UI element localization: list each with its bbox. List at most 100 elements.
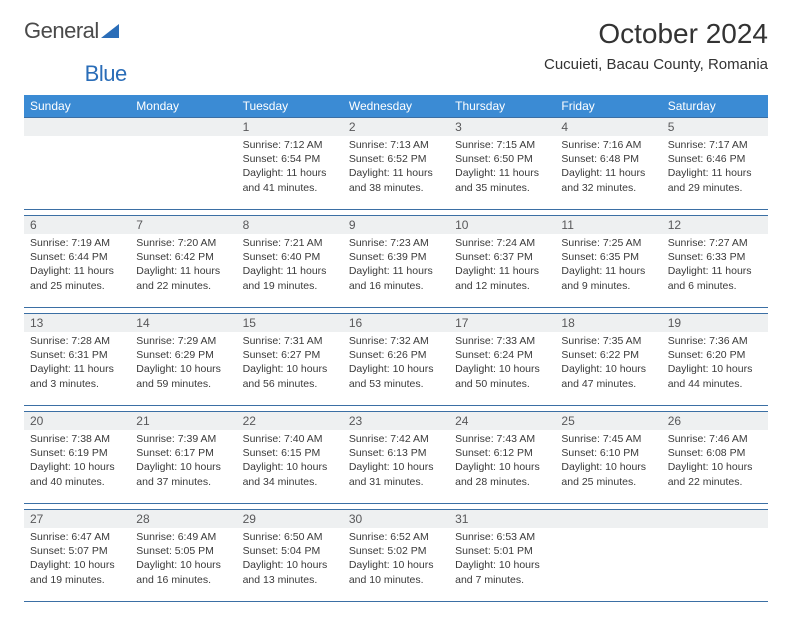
sunrise-text: Sunrise: 6:53 AM bbox=[455, 530, 549, 544]
brand-part2: Blue bbox=[85, 61, 127, 87]
sunrise-text: Sunrise: 7:28 AM bbox=[30, 334, 124, 348]
daylight-text: Daylight: 11 hours and 29 minutes. bbox=[668, 166, 762, 194]
daylight-text: Daylight: 10 hours and 25 minutes. bbox=[561, 460, 655, 488]
daylight-text: Daylight: 10 hours and 31 minutes. bbox=[349, 460, 443, 488]
day-details: Sunrise: 7:39 AMSunset: 6:17 PMDaylight:… bbox=[130, 430, 236, 491]
sunrise-text: Sunrise: 7:45 AM bbox=[561, 432, 655, 446]
brand-logo: General bbox=[24, 18, 119, 44]
day-details: Sunrise: 7:35 AMSunset: 6:22 PMDaylight:… bbox=[555, 332, 661, 393]
day-details: Sunrise: 7:25 AMSunset: 6:35 PMDaylight:… bbox=[555, 234, 661, 295]
daylight-text: Daylight: 11 hours and 32 minutes. bbox=[561, 166, 655, 194]
day-cell: 2Sunrise: 7:13 AMSunset: 6:52 PMDaylight… bbox=[343, 118, 449, 210]
sunset-text: Sunset: 6:12 PM bbox=[455, 446, 549, 460]
day-number: 24 bbox=[449, 412, 555, 430]
sunset-text: Sunset: 6:22 PM bbox=[561, 348, 655, 362]
day-number: 9 bbox=[343, 216, 449, 234]
day-number: 2 bbox=[343, 118, 449, 136]
week-row: 6Sunrise: 7:19 AMSunset: 6:44 PMDaylight… bbox=[24, 216, 768, 308]
day-number: 31 bbox=[449, 510, 555, 528]
sunset-text: Sunset: 6:17 PM bbox=[136, 446, 230, 460]
daylight-text: Daylight: 11 hours and 25 minutes. bbox=[30, 264, 124, 292]
title-block: October 2024 Cucuieti, Bacau County, Rom… bbox=[544, 18, 768, 73]
day-cell: 16Sunrise: 7:32 AMSunset: 6:26 PMDayligh… bbox=[343, 314, 449, 406]
sunrise-text: Sunrise: 6:50 AM bbox=[243, 530, 337, 544]
sunrise-text: Sunrise: 7:29 AM bbox=[136, 334, 230, 348]
daylight-text: Daylight: 11 hours and 19 minutes. bbox=[243, 264, 337, 292]
day-number bbox=[662, 510, 768, 528]
sunrise-text: Sunrise: 6:52 AM bbox=[349, 530, 443, 544]
day-cell: 20Sunrise: 7:38 AMSunset: 6:19 PMDayligh… bbox=[24, 412, 130, 504]
day-number: 28 bbox=[130, 510, 236, 528]
sunset-text: Sunset: 6:42 PM bbox=[136, 250, 230, 264]
day-number: 27 bbox=[24, 510, 130, 528]
daylight-text: Daylight: 11 hours and 38 minutes. bbox=[349, 166, 443, 194]
daylight-text: Daylight: 10 hours and 7 minutes. bbox=[455, 558, 549, 586]
daylight-text: Daylight: 10 hours and 44 minutes. bbox=[668, 362, 762, 390]
day-details: Sunrise: 7:40 AMSunset: 6:15 PMDaylight:… bbox=[237, 430, 343, 491]
day-number: 18 bbox=[555, 314, 661, 332]
day-number bbox=[130, 118, 236, 136]
day-cell: 9Sunrise: 7:23 AMSunset: 6:39 PMDaylight… bbox=[343, 216, 449, 308]
day-cell: 8Sunrise: 7:21 AMSunset: 6:40 PMDaylight… bbox=[237, 216, 343, 308]
day-number: 3 bbox=[449, 118, 555, 136]
daylight-text: Daylight: 10 hours and 10 minutes. bbox=[349, 558, 443, 586]
sunrise-text: Sunrise: 6:49 AM bbox=[136, 530, 230, 544]
sunset-text: Sunset: 6:15 PM bbox=[243, 446, 337, 460]
day-number: 16 bbox=[343, 314, 449, 332]
day-cell bbox=[555, 510, 661, 602]
daylight-text: Daylight: 10 hours and 47 minutes. bbox=[561, 362, 655, 390]
day-cell: 11Sunrise: 7:25 AMSunset: 6:35 PMDayligh… bbox=[555, 216, 661, 308]
day-details: Sunrise: 7:31 AMSunset: 6:27 PMDaylight:… bbox=[237, 332, 343, 393]
sunset-text: Sunset: 6:26 PM bbox=[349, 348, 443, 362]
sunset-text: Sunset: 6:20 PM bbox=[668, 348, 762, 362]
day-number: 7 bbox=[130, 216, 236, 234]
sunrise-text: Sunrise: 7:32 AM bbox=[349, 334, 443, 348]
day-details: Sunrise: 7:42 AMSunset: 6:13 PMDaylight:… bbox=[343, 430, 449, 491]
location-text: Cucuieti, Bacau County, Romania bbox=[544, 56, 768, 73]
sunset-text: Sunset: 6:19 PM bbox=[30, 446, 124, 460]
sunset-text: Sunset: 6:24 PM bbox=[455, 348, 549, 362]
daylight-text: Daylight: 10 hours and 40 minutes. bbox=[30, 460, 124, 488]
sunrise-text: Sunrise: 6:47 AM bbox=[30, 530, 124, 544]
day-cell: 4Sunrise: 7:16 AMSunset: 6:48 PMDaylight… bbox=[555, 118, 661, 210]
day-cell: 17Sunrise: 7:33 AMSunset: 6:24 PMDayligh… bbox=[449, 314, 555, 406]
day-cell bbox=[130, 118, 236, 210]
day-cell: 3Sunrise: 7:15 AMSunset: 6:50 PMDaylight… bbox=[449, 118, 555, 210]
day-cell: 30Sunrise: 6:52 AMSunset: 5:02 PMDayligh… bbox=[343, 510, 449, 602]
daylight-text: Daylight: 10 hours and 37 minutes. bbox=[136, 460, 230, 488]
day-cell: 18Sunrise: 7:35 AMSunset: 6:22 PMDayligh… bbox=[555, 314, 661, 406]
sunrise-text: Sunrise: 7:15 AM bbox=[455, 138, 549, 152]
day-cell: 14Sunrise: 7:29 AMSunset: 6:29 PMDayligh… bbox=[130, 314, 236, 406]
day-details: Sunrise: 7:20 AMSunset: 6:42 PMDaylight:… bbox=[130, 234, 236, 295]
day-number: 13 bbox=[24, 314, 130, 332]
col-thursday: Thursday bbox=[449, 95, 555, 118]
day-cell: 24Sunrise: 7:43 AMSunset: 6:12 PMDayligh… bbox=[449, 412, 555, 504]
brand-part1: General bbox=[24, 18, 99, 44]
col-tuesday: Tuesday bbox=[237, 95, 343, 118]
sunrise-text: Sunrise: 7:24 AM bbox=[455, 236, 549, 250]
sunset-text: Sunset: 6:08 PM bbox=[668, 446, 762, 460]
col-sunday: Sunday bbox=[24, 95, 130, 118]
daylight-text: Daylight: 11 hours and 9 minutes. bbox=[561, 264, 655, 292]
day-details: Sunrise: 7:29 AMSunset: 6:29 PMDaylight:… bbox=[130, 332, 236, 393]
day-details: Sunrise: 7:13 AMSunset: 6:52 PMDaylight:… bbox=[343, 136, 449, 197]
day-details: Sunrise: 7:46 AMSunset: 6:08 PMDaylight:… bbox=[662, 430, 768, 491]
col-friday: Friday bbox=[555, 95, 661, 118]
sunrise-text: Sunrise: 7:12 AM bbox=[243, 138, 337, 152]
day-number: 19 bbox=[662, 314, 768, 332]
sunset-text: Sunset: 6:48 PM bbox=[561, 152, 655, 166]
day-cell: 15Sunrise: 7:31 AMSunset: 6:27 PMDayligh… bbox=[237, 314, 343, 406]
day-details: Sunrise: 7:12 AMSunset: 6:54 PMDaylight:… bbox=[237, 136, 343, 197]
day-cell: 6Sunrise: 7:19 AMSunset: 6:44 PMDaylight… bbox=[24, 216, 130, 308]
calendar-table: Sunday Monday Tuesday Wednesday Thursday… bbox=[24, 95, 768, 602]
page: General October 2024 Cucuieti, Bacau Cou… bbox=[0, 0, 792, 620]
daylight-text: Daylight: 10 hours and 59 minutes. bbox=[136, 362, 230, 390]
sunrise-text: Sunrise: 7:25 AM bbox=[561, 236, 655, 250]
day-cell: 31Sunrise: 6:53 AMSunset: 5:01 PMDayligh… bbox=[449, 510, 555, 602]
day-cell: 5Sunrise: 7:17 AMSunset: 6:46 PMDaylight… bbox=[662, 118, 768, 210]
day-cell: 28Sunrise: 6:49 AMSunset: 5:05 PMDayligh… bbox=[130, 510, 236, 602]
col-wednesday: Wednesday bbox=[343, 95, 449, 118]
day-details: Sunrise: 7:24 AMSunset: 6:37 PMDaylight:… bbox=[449, 234, 555, 295]
sunset-text: Sunset: 6:35 PM bbox=[561, 250, 655, 264]
day-number: 29 bbox=[237, 510, 343, 528]
